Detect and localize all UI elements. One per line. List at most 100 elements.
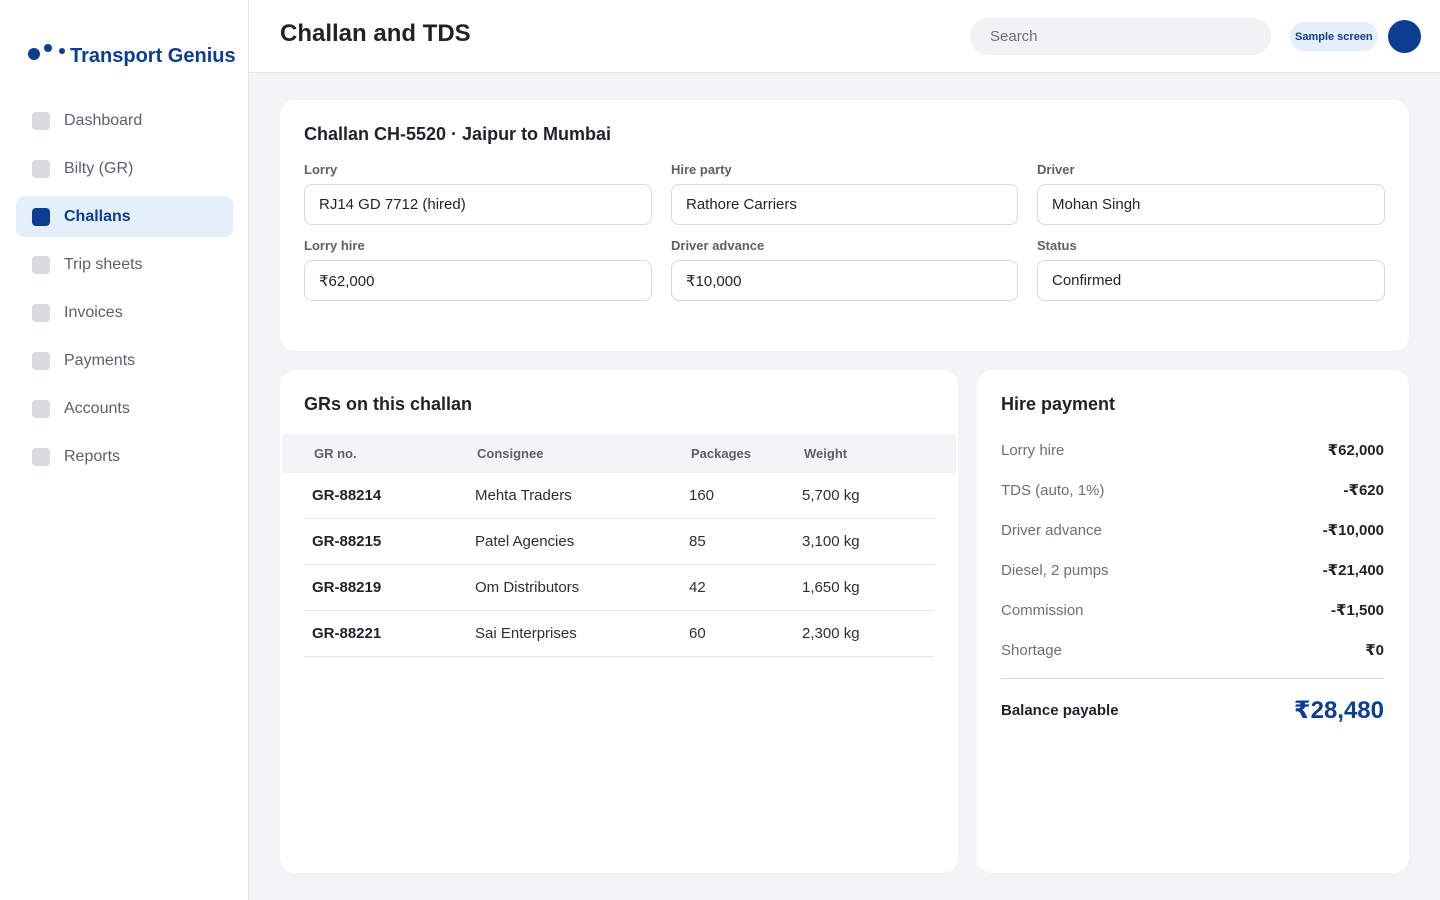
- gr-number[interactable]: GR-88221: [312, 625, 382, 642]
- driver-advance-field: Driver advance ₹10,000: [671, 238, 1018, 301]
- packages: 60: [689, 625, 706, 642]
- brand-logo[interactable]: Transport Genius: [28, 30, 236, 67]
- payment-line: Lorry hire ₹62,000: [1001, 430, 1384, 470]
- weight: 5,700 kg: [802, 487, 860, 504]
- payment-line-label: Diesel, 2 pumps: [1001, 561, 1109, 579]
- sample-screen-badge: Sample screen: [1290, 22, 1378, 51]
- square-icon: [32, 255, 50, 274]
- table-row[interactable]: GR-88214 Mehta Traders 160 5,700 kg: [304, 473, 934, 519]
- column-header-packages[interactable]: Packages: [691, 446, 751, 461]
- hire-payment-card: Hire payment Lorry hire ₹62,000 TDS (aut…: [977, 370, 1409, 873]
- lorry-hire-input[interactable]: ₹62,000: [304, 260, 652, 301]
- payment-line-value: -₹10,000: [1322, 522, 1384, 539]
- hire-payment-title: Hire payment: [1001, 394, 1116, 414]
- square-icon: [32, 399, 50, 418]
- weight: 2,300 kg: [802, 625, 860, 642]
- divider: [1001, 678, 1384, 679]
- payment-line-label: TDS (auto, 1%): [1001, 481, 1105, 499]
- sidebar-item-dashboard[interactable]: Dashboard: [16, 100, 233, 141]
- sidebar-item-label: Payments: [64, 351, 136, 369]
- hire-party-input[interactable]: Rathore Carriers: [671, 184, 1018, 225]
- payment-line-value: -₹21,400: [1322, 562, 1384, 579]
- driver-advance-label: Driver advance: [671, 238, 765, 253]
- column-header-consignee[interactable]: Consignee: [477, 446, 544, 461]
- hire-party-field: Hire party Rathore Carriers: [671, 162, 1018, 225]
- balance-payable-label: Balance payable: [1001, 701, 1119, 719]
- hire-party-label: Hire party: [671, 162, 732, 177]
- table-row[interactable]: GR-88215 Patel Agencies 85 3,100 kg: [304, 519, 934, 565]
- grs-card: GRs on this challan GR no. Consignee Pac…: [280, 370, 958, 873]
- square-icon: [32, 111, 50, 130]
- packages: 42: [689, 579, 706, 596]
- payment-line-label: Driver advance: [1001, 521, 1102, 539]
- status-select[interactable]: Confirmed: [1037, 260, 1385, 301]
- sidebar-item-label: Challans: [64, 207, 131, 225]
- challan-details-card: Challan CH-5520 · Jaipur to Mumbai Lorry…: [280, 100, 1409, 351]
- packages: 85: [689, 533, 706, 550]
- lorry-input[interactable]: RJ14 GD 7712 (hired): [304, 184, 652, 225]
- payment-line-value: ₹62,000: [1327, 442, 1384, 459]
- lorry-hire-label: Lorry hire: [304, 238, 365, 253]
- column-header-gr-no[interactable]: GR no.: [314, 446, 357, 461]
- payment-line: Diesel, 2 pumps -₹21,400: [1001, 550, 1384, 590]
- payment-line-label: Lorry hire: [1001, 441, 1065, 459]
- sidebar-item-reports[interactable]: Reports: [16, 436, 233, 477]
- payment-line: TDS (auto, 1%) -₹620: [1001, 470, 1384, 510]
- sidebar: Transport Genius Dashboard Bilty (GR) Ch…: [0, 0, 249, 900]
- table-header: GR no. Consignee Packages Weight: [282, 434, 956, 473]
- sidebar-item-trip-sheets[interactable]: Trip sheets: [16, 244, 233, 285]
- square-icon: [32, 351, 50, 370]
- grs-title: GRs on this challan: [304, 394, 473, 414]
- sidebar-item-payments[interactable]: Payments: [16, 340, 233, 381]
- gr-number[interactable]: GR-88215: [312, 533, 382, 550]
- sidebar-item-accounts[interactable]: Accounts: [16, 388, 233, 429]
- payment-line-value: -₹620: [1343, 482, 1384, 499]
- gr-number[interactable]: GR-88219: [312, 579, 382, 596]
- square-icon: [32, 159, 50, 178]
- page-title: Challan and TDS: [280, 20, 471, 47]
- lorry-field: Lorry RJ14 GD 7712 (hired): [304, 162, 652, 225]
- avatar[interactable]: [1388, 20, 1421, 53]
- payment-breakdown: Lorry hire ₹62,000 TDS (auto, 1%) -₹620 …: [1001, 430, 1384, 741]
- balance-payable-value: ₹28,480: [1293, 696, 1384, 724]
- sidebar-item-label: Trip sheets: [64, 255, 143, 273]
- sidebar-item-bilty[interactable]: Bilty (GR): [16, 148, 233, 189]
- table-row[interactable]: GR-88219 Om Distributors 42 1,650 kg: [304, 565, 934, 611]
- gr-number[interactable]: GR-88214: [312, 487, 382, 504]
- consignee: Om Distributors: [475, 579, 580, 596]
- search-input[interactable]: [970, 18, 1271, 55]
- payment-line: Driver advance -₹10,000: [1001, 510, 1384, 550]
- payment-line-label: Shortage: [1001, 641, 1062, 659]
- weight: 3,100 kg: [802, 533, 860, 550]
- sidebar-item-label: Invoices: [64, 303, 123, 321]
- driver-input[interactable]: Mohan Singh: [1037, 184, 1385, 225]
- payment-line: Commission -₹1,500: [1001, 590, 1384, 630]
- sidebar-item-challans[interactable]: Challans: [16, 196, 233, 237]
- sidebar-item-label: Bilty (GR): [64, 159, 134, 177]
- lorry-label: Lorry: [304, 162, 338, 177]
- column-header-weight[interactable]: Weight: [804, 446, 848, 461]
- top-header: Challan and TDS Sample screen: [249, 0, 1440, 73]
- grs-table: GR no. Consignee Packages Weight GR-8821…: [280, 434, 958, 657]
- brand-name: Transport Genius: [70, 45, 236, 67]
- status-label: Status: [1037, 238, 1077, 253]
- lorry-hire-field: Lorry hire ₹62,000: [304, 238, 652, 301]
- packages: 160: [689, 487, 715, 504]
- payment-line-value: -₹1,500: [1331, 602, 1384, 619]
- dots-logo-icon: [28, 42, 68, 66]
- sidebar-nav: Dashboard Bilty (GR) Challans Trip sheet…: [16, 100, 233, 484]
- challan-title: Challan CH-5520 · Jaipur to Mumbai: [304, 124, 612, 144]
- table-row[interactable]: GR-88221 Sai Enterprises 60 2,300 kg: [304, 611, 934, 657]
- status-field: Status Confirmed: [1037, 238, 1385, 301]
- sidebar-item-invoices[interactable]: Invoices: [16, 292, 233, 333]
- driver-label: Driver: [1037, 162, 1075, 177]
- consignee: Patel Agencies: [475, 533, 575, 550]
- consignee: Mehta Traders: [475, 487, 572, 504]
- sidebar-item-label: Reports: [64, 447, 121, 465]
- payment-line: Shortage ₹0: [1001, 630, 1384, 670]
- driver-advance-input[interactable]: ₹10,000: [671, 260, 1018, 301]
- payment-line-label: Commission: [1001, 601, 1084, 619]
- driver-field: Driver Mohan Singh: [1037, 162, 1385, 225]
- consignee: Sai Enterprises: [475, 625, 577, 642]
- sidebar-item-label: Accounts: [64, 399, 130, 417]
